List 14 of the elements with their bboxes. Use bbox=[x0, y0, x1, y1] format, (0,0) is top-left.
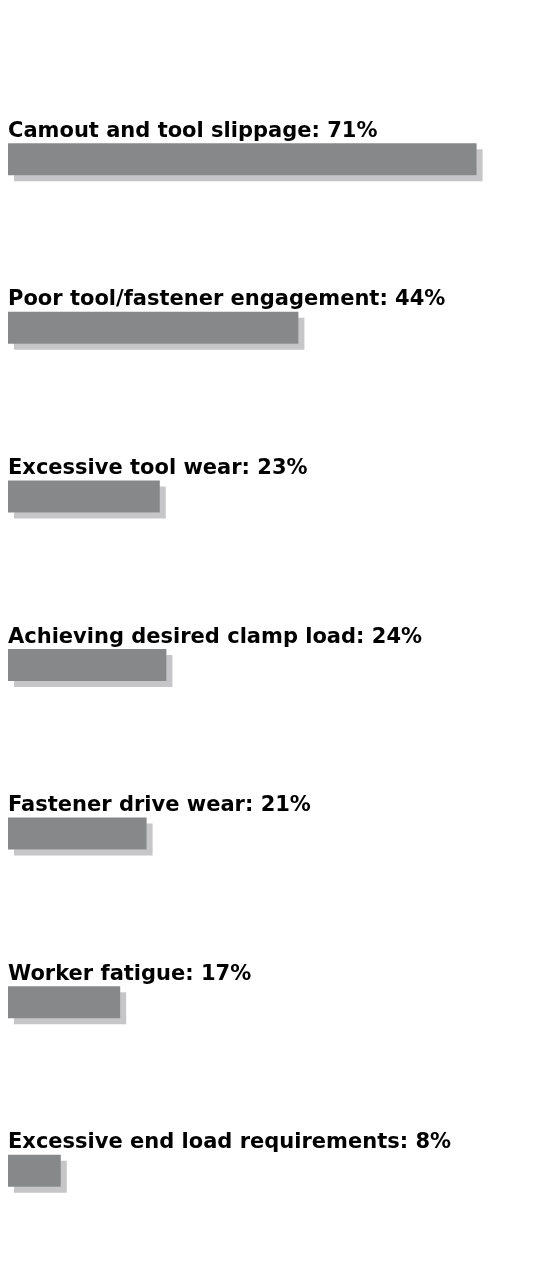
data-label: Camout and tool slippage: 71% bbox=[8, 117, 378, 142]
bar bbox=[8, 143, 477, 176]
bar bbox=[8, 649, 167, 681]
bar bbox=[8, 1154, 61, 1187]
bar bbox=[8, 986, 121, 1019]
data-label: Excessive end load requirements: 8% bbox=[8, 1129, 452, 1154]
bar bbox=[8, 480, 160, 513]
data-label: Worker fatigue: 17% bbox=[8, 960, 252, 985]
bar bbox=[8, 817, 147, 850]
bar bbox=[8, 311, 299, 344]
data-label: Achieving desired clamp load: 24% bbox=[8, 623, 423, 648]
data-label: Excessive tool wear: 23% bbox=[8, 454, 308, 479]
data-label: Fastener drive wear: 21% bbox=[8, 792, 311, 817]
data-label: Poor tool/fastener engagement: 44% bbox=[8, 286, 446, 311]
